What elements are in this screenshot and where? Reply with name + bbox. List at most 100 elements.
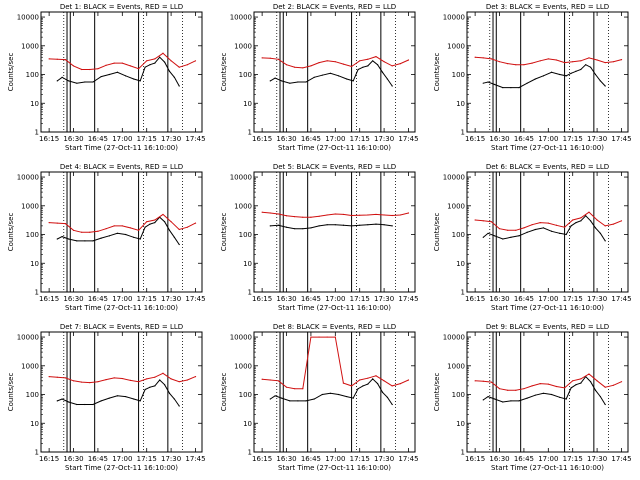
data-point-lld [474, 219, 476, 221]
x-tick-label: 17:30 [587, 455, 607, 463]
data-point-lld [56, 58, 58, 60]
data-point-lld [563, 226, 566, 228]
data-point-events [502, 401, 504, 403]
data-point-lld [507, 389, 509, 391]
y-tick-label: 100 [452, 71, 465, 79]
series-line-events [57, 379, 180, 407]
data-point-lld [334, 213, 336, 215]
data-point-events [350, 225, 353, 227]
data-point-lld [81, 231, 83, 233]
data-point-events [116, 395, 119, 397]
data-point-events [550, 393, 553, 396]
data-point-events [92, 81, 94, 83]
data-point-lld [612, 384, 614, 386]
data-point-lld [310, 65, 312, 67]
data-point-lld [81, 381, 83, 383]
data-point-events [580, 220, 582, 222]
detector-chart-1: Det 1: BLACK = Events, RED = LLD 1 10 100 10… [7, 3, 206, 152]
x-tick-label: 16:30 [63, 135, 83, 143]
y-axis-label: Counts/sec [7, 53, 15, 92]
data-point-events [502, 87, 504, 89]
x-tick-label: 17:15 [137, 455, 157, 463]
data-point-events [342, 224, 345, 226]
data-point-lld [194, 60, 197, 62]
data-point-lld [490, 58, 492, 60]
x-tick-label: 17:30 [374, 455, 394, 463]
data-point-lld [194, 376, 197, 378]
data-point-lld [137, 381, 140, 383]
data-point-events [391, 85, 393, 87]
data-point-lld [334, 336, 336, 338]
data-point-lld [523, 227, 525, 229]
x-tick-label: 17:45 [398, 295, 418, 303]
data-point-events [326, 224, 328, 226]
data-point-lld [547, 383, 549, 385]
data-point-events [565, 398, 567, 400]
data-point-events [381, 71, 384, 73]
data-point-lld [302, 388, 304, 390]
data-point-events [383, 224, 385, 226]
data-point-lld [326, 336, 328, 338]
x-tick-label: 16:45 [88, 455, 108, 463]
data-point-events [274, 77, 276, 79]
data-point-lld [604, 386, 606, 388]
x-tick-label: 17:45 [185, 295, 205, 303]
x-axis-label: Start Time (27-Oct-11 16:10:00) [278, 144, 391, 152]
x-tick-label: 17:00 [325, 135, 345, 143]
plot-frame [40, 171, 203, 293]
data-point-events [269, 225, 271, 227]
data-point-lld [342, 63, 345, 65]
data-point-lld [178, 381, 180, 383]
chart-title: Det 5: BLACK = Events, RED = LLD [273, 163, 396, 171]
data-point-events [357, 388, 359, 390]
y-tick-label: 100 [239, 71, 252, 79]
data-point-events [68, 238, 70, 240]
data-point-events [580, 382, 582, 384]
data-point-events [159, 56, 161, 58]
y-axis-label: Counts/sec [7, 213, 15, 252]
y-tick-label: 1 [461, 449, 465, 457]
data-point-events [68, 80, 70, 82]
x-tick-label: 17:15 [137, 135, 157, 143]
y-tick-label: 100 [26, 71, 39, 79]
data-point-events [575, 222, 577, 224]
data-point-events [149, 223, 151, 225]
y-tick-label: 10 [243, 100, 252, 108]
x-tick-label: 16:45 [514, 135, 534, 143]
x-tick-label: 17:45 [185, 135, 205, 143]
data-point-events [376, 64, 379, 66]
data-point-events [367, 224, 369, 226]
data-point-lld [97, 230, 99, 232]
plot-frame [466, 171, 629, 293]
data-point-events [386, 396, 388, 398]
data-point-lld [342, 382, 345, 384]
x-tick-label: 16:30 [489, 455, 509, 463]
data-point-events [133, 398, 135, 400]
y-tick-label: 10000 [230, 334, 252, 342]
x-tick-label: 17:45 [611, 455, 631, 463]
x-tick-label: 17:00 [538, 135, 558, 143]
data-point-lld [490, 221, 492, 223]
series-line-lld [475, 373, 622, 391]
data-point-lld [277, 380, 279, 382]
data-point-lld [531, 62, 533, 64]
data-point-lld [359, 214, 361, 216]
data-point-events [604, 240, 606, 242]
data-point-lld [56, 376, 58, 378]
data-point-lld [154, 58, 156, 60]
data-point-events [510, 87, 512, 89]
data-point-events [570, 225, 572, 227]
y-tick-label: 10000 [17, 174, 39, 182]
y-tick-label: 10000 [443, 14, 465, 22]
data-point-lld [72, 380, 75, 382]
x-axis-label: Start Time (27-Oct-11 16:10:00) [491, 144, 604, 152]
y-tick-label: 1000 [234, 362, 252, 370]
data-point-events [534, 394, 536, 396]
series-line-lld [475, 211, 622, 231]
data-point-lld [285, 215, 288, 217]
x-tick-label: 16:30 [276, 455, 296, 463]
data-point-lld [482, 380, 484, 382]
data-point-events [76, 403, 78, 406]
y-tick-label: 100 [26, 231, 39, 239]
data-point-events [302, 228, 304, 230]
